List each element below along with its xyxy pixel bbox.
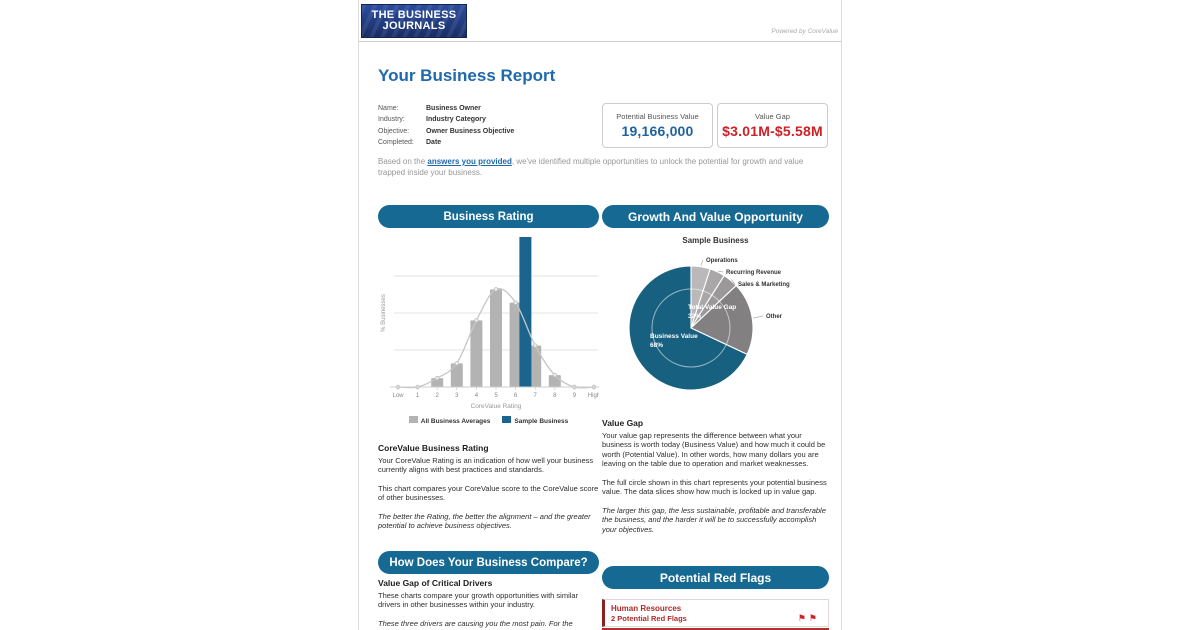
info-label: Completed: [378,138,414,146]
info-value: Industry Category [426,116,486,124]
metric-label: Potential Business Value [616,112,699,121]
info-value: Date [426,138,442,146]
corevalue-rating-description: CoreValue Business Rating Your CoreValue… [378,443,599,540]
page-header: THE BUSINESS JOURNALS Powered by CoreVal… [359,0,841,42]
svg-text:6: 6 [514,393,518,399]
svg-text:High: High [588,393,599,399]
block-paragraph: This chart compares your CoreValue score… [378,483,599,503]
histogram-legend: All Business Averages Sample Business [378,416,599,425]
red-flag-count: 2 Potential Red Flags [611,613,687,623]
info-row-name: Name: Business Owner [378,103,514,114]
metric-label: Value Gap [755,112,790,121]
critical-drivers-description: Value Gap of Critical Drivers These char… [378,578,599,630]
svg-text:Business Value: Business Value [650,333,698,340]
svg-text:8: 8 [553,393,557,399]
page-title: Your Business Report [378,66,556,85]
report-page: THE BUSINESS JOURNALS Powered by CoreVal… [358,0,842,630]
gray-swatch-icon [408,416,418,423]
info-label: Objective: [378,127,410,135]
svg-text:7: 7 [534,393,538,399]
section-header-red-flags: Potential Red Flags [602,566,829,589]
block-heading: Value Gap of Critical Drivers [378,578,493,588]
logo-line2: JOURNALS [382,20,446,32]
value-gap-description: Value Gap Your value gap represents the … [602,418,829,543]
info-row-objective: Objective: Owner Business Objective [378,126,514,137]
corevalue-rating-histogram: Low 1 2 3 4 5 6 7 8 9 High CoreValue Rating % Busine… [381,237,599,410]
block-paragraph: Your CoreValue Rating is an indication o… [378,455,594,475]
pie-chart-title: Sample Business [682,236,749,245]
svg-text:Other: Other [766,314,783,320]
info-row-completed: Completed: Date [378,137,514,148]
legend-item-sample: Sample Business [502,416,568,425]
svg-text:Total Value Gap: Total Value Gap [688,304,736,311]
info-value: Business Owner [426,105,481,112]
legend-label: All Business Averages [420,418,491,425]
red-flag-icon: ⚑⚑ [797,613,820,623]
blue-swatch-icon [502,416,512,423]
intro-post: , we've identified multiple opportunitie… [378,157,804,177]
info-label: Name: [378,105,399,112]
svg-text:68%: 68% [650,342,663,349]
svg-text:32%: 32% [688,313,701,320]
legend-label: Sample Business [514,418,569,425]
business-info-list: Name: Business Owner Industry: Industry … [378,103,514,148]
metric-value: $3.01M-$5.58M [722,123,823,139]
block-paragraph: These charts compare your growth opportu… [378,590,579,610]
svg-text:Low: Low [392,393,404,399]
block-heading: Value Gap [602,418,644,428]
answers-provided-link[interactable]: answers you provided [427,157,512,166]
info-value: Owner Business Objective [426,127,515,135]
red-flag-category: Human Resources [611,604,682,613]
svg-text:CoreValue Rating: CoreValue Rating [471,403,522,410]
svg-text:% Businesses: % Businesses [381,294,387,332]
svg-text:3: 3 [455,393,459,399]
svg-text:Operations: Operations [706,258,738,264]
info-label: Industry: [378,116,405,124]
metric-value: 19,166,000 [621,123,694,139]
block-paragraph-italic: The better the Rating, the better the al… [378,511,591,531]
svg-text:2: 2 [436,393,440,399]
section-header-business-rating: Business Rating [378,205,599,228]
legend-item-averages: All Business Averages [408,416,491,425]
next-red-flag-card-edge [602,628,829,630]
intro-paragraph: Based on the answers you provided, we've… [378,156,830,178]
logo-line1: THE BUSINESS [371,8,457,21]
block-paragraph-italic: The larger this gap, the less sustainabl… [602,505,826,534]
svg-text:Sales & Marketing: Sales & Marketing [738,282,790,288]
svg-text:9: 9 [573,393,577,399]
svg-text:4: 4 [475,393,479,399]
svg-text:Recurring Revenue: Recurring Revenue [726,270,782,276]
block-paragraph-italic: These three drivers are causing you the … [378,618,573,628]
info-row-industry: Industry: Industry Category [378,114,514,125]
red-flag-card-human-resources[interactable]: Human Resources 2 Potential Red Flags ⚑⚑ [602,599,829,627]
block-paragraph: Your value gap represents the difference… [602,430,826,469]
section-header-compare: How Does Your Business Compare? [378,551,599,574]
powered-by-text: Powered by CoreValue [771,28,838,35]
intro-pre: Based on the [378,157,428,166]
svg-text:5: 5 [494,393,498,399]
svg-text:1: 1 [416,393,420,399]
block-paragraph: The full circle shown in this chart repr… [602,477,827,497]
value-gap-box: Value Gap $3.01M-$5.58M [717,103,828,148]
value-gap-pie-chart: Operations Recurring Revenue Sales & Marke… [628,258,790,391]
business-journals-logo: THE BUSINESS JOURNALS [361,4,467,38]
block-heading: CoreValue Business Rating [378,443,489,453]
section-header-growth-value: Growth And Value Opportunity [602,205,829,228]
potential-business-value-box: Potential Business Value 19,166,000 [602,103,713,148]
